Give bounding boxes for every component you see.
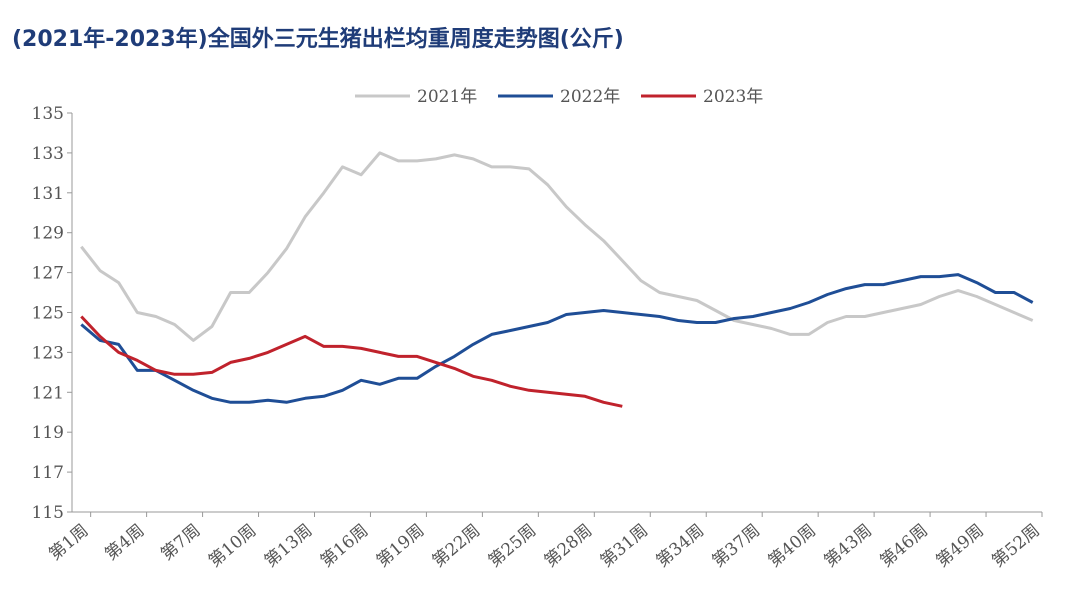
y-tick-label: 123 [32, 343, 64, 363]
x-tick-label: 第22周 [429, 521, 484, 572]
x-tick-label: 第10周 [205, 521, 260, 572]
x-tick-label: 第43周 [821, 521, 876, 572]
x-tick-label: 第46周 [876, 521, 931, 572]
x-tick-label: 第31周 [597, 521, 652, 572]
x-tick-label: 第34周 [653, 521, 708, 572]
legend-label: 2022年 [560, 87, 620, 107]
x-tick-label: 第28周 [541, 521, 596, 572]
series-line [80, 273, 1034, 404]
legend-label: 2021年 [417, 87, 477, 107]
x-tick-label: 第1周 [45, 521, 92, 565]
x-tick-label: 第40周 [765, 521, 820, 572]
x-tick-label: 第52周 [988, 521, 1043, 572]
x-tick-label: 第49周 [932, 521, 987, 572]
y-tick-label: 125 [32, 304, 64, 324]
x-tick-label: 第4周 [101, 521, 148, 565]
legend-label: 2023年 [703, 87, 763, 107]
y-tick-label: 127 [32, 264, 64, 284]
x-tick-label: 第7周 [157, 521, 204, 565]
chart-title: (2021年-2023年)全国外三元生猪出栏均重周度走势图(公斤) [12, 26, 624, 52]
x-tick-label: 第19周 [373, 521, 428, 572]
x-tick-label: 第13周 [261, 521, 316, 572]
y-tick-label: 131 [32, 184, 64, 204]
series-line [80, 151, 1034, 342]
y-tick-label: 129 [32, 224, 64, 244]
x-tick-label: 第25周 [485, 521, 540, 572]
y-tick-label: 121 [32, 383, 64, 403]
y-tick-label: 119 [32, 423, 64, 443]
series-line [80, 315, 623, 408]
y-tick-label: 133 [32, 144, 64, 164]
y-tick-label: 117 [32, 463, 64, 483]
y-tick-label: 135 [32, 104, 64, 124]
y-tick-label: 115 [32, 503, 64, 523]
x-tick-label: 第16周 [317, 521, 372, 572]
x-tick-label: 第37周 [709, 521, 764, 572]
